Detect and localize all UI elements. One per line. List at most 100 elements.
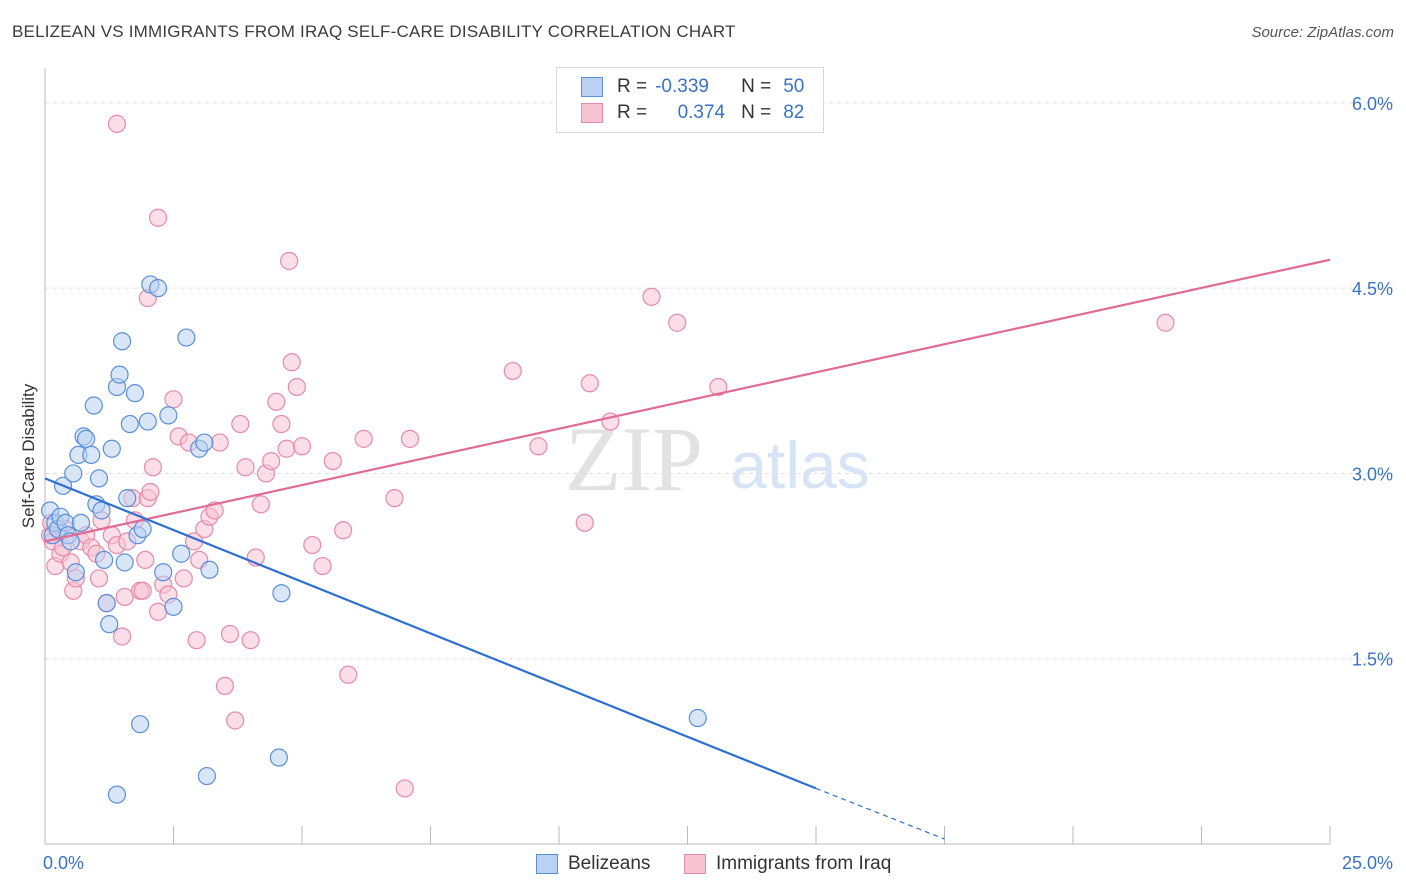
belizean-point [115, 553, 134, 572]
iraq-point [148, 602, 168, 621]
iraq-point [303, 535, 322, 555]
belizean-point [200, 560, 219, 579]
bottom-legend-swatch-pink [684, 854, 706, 874]
legend-r-label: R = [617, 76, 648, 97]
belizean-point [159, 406, 178, 425]
source-label: Source: ZipAtlas.com [1251, 24, 1394, 41]
legend-swatch-pink [581, 103, 603, 123]
iraq-point [89, 569, 109, 588]
belizean-point [97, 594, 116, 613]
watermark-zip: ZIP [565, 408, 703, 510]
iraq-point [262, 451, 281, 471]
iraq-point [385, 489, 404, 508]
iraq-point [136, 550, 155, 570]
stats-legend: R = -0.339 N = 50 R = 0.374 N = 82 [556, 67, 824, 133]
y-axis-label: Self-Care Disability [19, 383, 38, 528]
iraq-trend-line [44, 258, 1331, 543]
legend-r-value: -0.339 [655, 76, 709, 97]
belizean-point [197, 766, 217, 786]
chart-title: BELIZEAN VS IMMIGRANTS FROM IRAQ SELF-CA… [12, 22, 736, 41]
belizean-point [118, 489, 137, 508]
belizean-point [138, 412, 157, 431]
belizean-point [102, 439, 121, 458]
belizean-point [84, 396, 103, 415]
belizean-point [77, 429, 96, 448]
x-tick-label: 25.0% [1342, 853, 1393, 873]
legend-row-iraq: R = 0.374 N = 82 [581, 101, 804, 125]
iraq-point [503, 361, 522, 381]
y-tick-label: 6.0% [1352, 94, 1393, 114]
y-tick-label: 4.5% [1352, 279, 1393, 299]
belizean-point [133, 519, 152, 539]
iraq-point [287, 377, 306, 397]
iraq-point [323, 451, 342, 471]
legend-row-belizeans: R = -0.339 N = 50 [581, 75, 804, 99]
iraq-point [148, 208, 168, 227]
iraq-point [292, 437, 312, 456]
belizean-point [688, 708, 707, 728]
belizean-point [195, 433, 214, 452]
iraq-point [141, 482, 160, 502]
iraq-point [187, 631, 206, 650]
iraq-point [334, 521, 353, 540]
iraq-point [143, 458, 163, 477]
iraq-point [354, 429, 373, 448]
belizean-point [66, 563, 85, 582]
iraq-point [575, 513, 594, 532]
iraq-point [529, 437, 548, 456]
legend-r-value: 0.374 [677, 102, 726, 123]
bottom-legend-swatch-blue [536, 854, 558, 874]
iraq-point [395, 779, 414, 798]
belizean-point [125, 384, 145, 403]
belizean-point [107, 785, 127, 804]
y-tick-label: 1.5% [1352, 650, 1393, 670]
iraq-point [231, 414, 250, 434]
bottom-legend-iraq: Immigrants from Iraq [684, 852, 891, 876]
belizean-point [110, 365, 129, 384]
iraq-point [709, 377, 728, 397]
belizean-point [100, 615, 119, 634]
belizean-point [164, 597, 183, 616]
belizean-point [148, 279, 168, 298]
iraq-point [107, 114, 127, 133]
iraq-point [133, 581, 152, 600]
belizean-point [177, 328, 196, 347]
x-tick-label: 0.0% [43, 853, 84, 873]
belizean-point [120, 414, 139, 434]
legend-swatch-blue [581, 77, 603, 97]
bottom-legend-label: Belizeans [568, 853, 651, 874]
iraq-point [251, 495, 270, 514]
iraq-point [282, 353, 301, 372]
iraq-point [272, 414, 291, 434]
legend-r-label: R = [617, 102, 648, 123]
bottom-legend-label: Immigrants from Iraq [716, 853, 892, 874]
legend-n-value: 50 [783, 76, 805, 97]
iraq-point [277, 439, 296, 458]
iraq-point [164, 390, 183, 409]
legend-n-label: N = [741, 76, 772, 97]
iraq-point [642, 287, 661, 306]
iraq-point [580, 374, 599, 393]
belizean-point [154, 563, 173, 582]
iraq-point [236, 458, 255, 477]
iraq-point [112, 627, 132, 646]
watermark-atlas: atlas [730, 428, 869, 502]
iraq-point [226, 711, 245, 730]
belizean-point [130, 715, 150, 734]
iraq-point [400, 429, 420, 448]
y-tick-label: 3.0% [1352, 464, 1393, 484]
iraq-point [241, 631, 260, 650]
iraq-point [267, 392, 286, 411]
belizean-trend-line [44, 477, 817, 790]
belizean-point [82, 445, 101, 465]
belizean-point [71, 513, 91, 532]
iraq-point [174, 569, 193, 588]
iraq-point [220, 624, 240, 644]
belizean-trend-extension [815, 787, 945, 840]
belizean-point [112, 332, 132, 351]
belizean-point [95, 550, 114, 570]
belizean-point [64, 464, 83, 483]
iraq-point [280, 251, 299, 271]
iraq-point [210, 433, 229, 452]
